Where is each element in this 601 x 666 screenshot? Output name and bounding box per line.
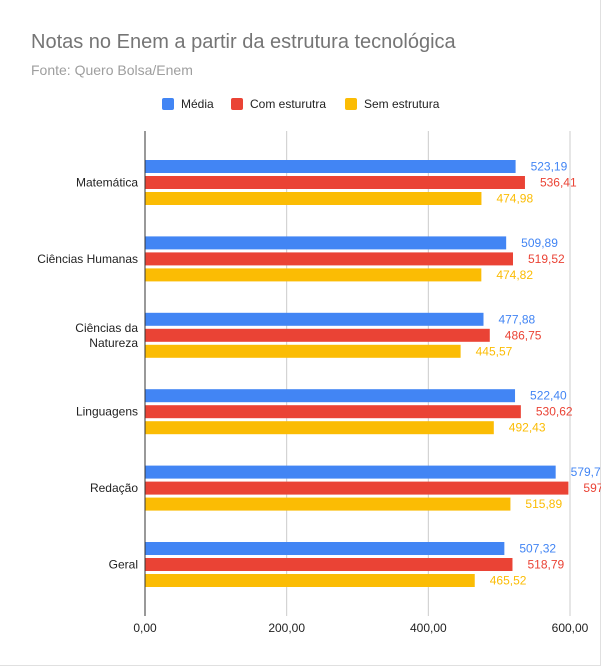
- data-label: 507,32: [519, 542, 556, 556]
- legend-label: Com esturutra: [250, 97, 326, 111]
- data-label: 523,19: [531, 160, 568, 174]
- data-label: 474,82: [496, 268, 533, 282]
- bar: [145, 252, 513, 266]
- bar: [145, 268, 482, 282]
- data-label: 474,98: [496, 192, 533, 206]
- data-label: 509,89: [521, 236, 558, 250]
- legend[interactable]: Média Com esturutra Sem estrutura: [162, 97, 440, 111]
- data-label: 445,57: [476, 344, 513, 358]
- y-axis: Matemática Ciências Humanas Ciências da Nat…: [37, 131, 146, 616]
- bar: [145, 312, 484, 326]
- y-category-label: Geral: [109, 558, 138, 572]
- legend-label: Sem estrutura: [364, 97, 440, 111]
- x-tick-label: 0,00: [133, 621, 157, 635]
- y-category-label: Redação: [90, 481, 138, 495]
- x-tick-label: 200,00: [268, 621, 305, 635]
- data-label: 519,52: [528, 252, 565, 266]
- bar: [145, 465, 556, 479]
- y-category-label: Ciências Humanas: [37, 252, 138, 266]
- data-label: 465,52: [490, 574, 527, 588]
- data-label: 530,62: [536, 405, 573, 419]
- x-tick-label: 400,00: [410, 621, 447, 635]
- bar: [145, 389, 516, 403]
- legend-item[interactable]: Média: [162, 97, 214, 111]
- legend-swatch: [231, 98, 243, 110]
- bar: [145, 328, 490, 342]
- legend-swatch: [162, 98, 174, 110]
- data-label: 492,43: [509, 421, 546, 435]
- gridlines: [286, 131, 571, 616]
- bar: [145, 405, 521, 419]
- bar: [145, 542, 505, 555]
- legend-swatch: [345, 98, 357, 110]
- legend-item[interactable]: Com esturutra: [231, 97, 326, 111]
- chart-title: Notas no Enem a partir da estrutura tecn…: [31, 31, 456, 53]
- bar: [145, 574, 475, 587]
- data-label: 515,89: [525, 497, 562, 511]
- bar: [145, 558, 513, 571]
- bar: [145, 481, 569, 495]
- bar: [145, 160, 516, 173]
- legend-label: Média: [181, 97, 214, 111]
- bar: [145, 192, 482, 205]
- data-label: 477,88: [498, 312, 535, 326]
- data-label: 536,41: [540, 176, 577, 190]
- bars: [145, 160, 569, 587]
- bar: [145, 344, 461, 358]
- bar: [145, 176, 525, 189]
- legend-item[interactable]: Sem estrutura: [345, 97, 440, 111]
- y-category-label: Ciências da Natureza: [75, 321, 138, 350]
- y-category-label: Matemática: [76, 176, 138, 190]
- x-axis: 0,00 200,00 400,00 600,00: [133, 621, 588, 635]
- bar: [145, 421, 494, 435]
- bar: [145, 236, 507, 250]
- chart-subtitle: Fonte: Quero Bolsa/Enem: [31, 62, 193, 78]
- y-category-label: Linguagens: [76, 405, 138, 419]
- data-label: 597,74: [583, 481, 601, 495]
- data-label: 518,79: [527, 558, 564, 572]
- data-label: 486,75: [505, 328, 542, 342]
- x-tick-label: 600,00: [552, 621, 589, 635]
- bar: [145, 497, 511, 511]
- data-label: 522,40: [530, 389, 567, 403]
- data-label: 579,77: [571, 465, 601, 479]
- data-labels: 523,19 536,41 474,98 509,89 519,52 474,82 477,…: [476, 160, 601, 588]
